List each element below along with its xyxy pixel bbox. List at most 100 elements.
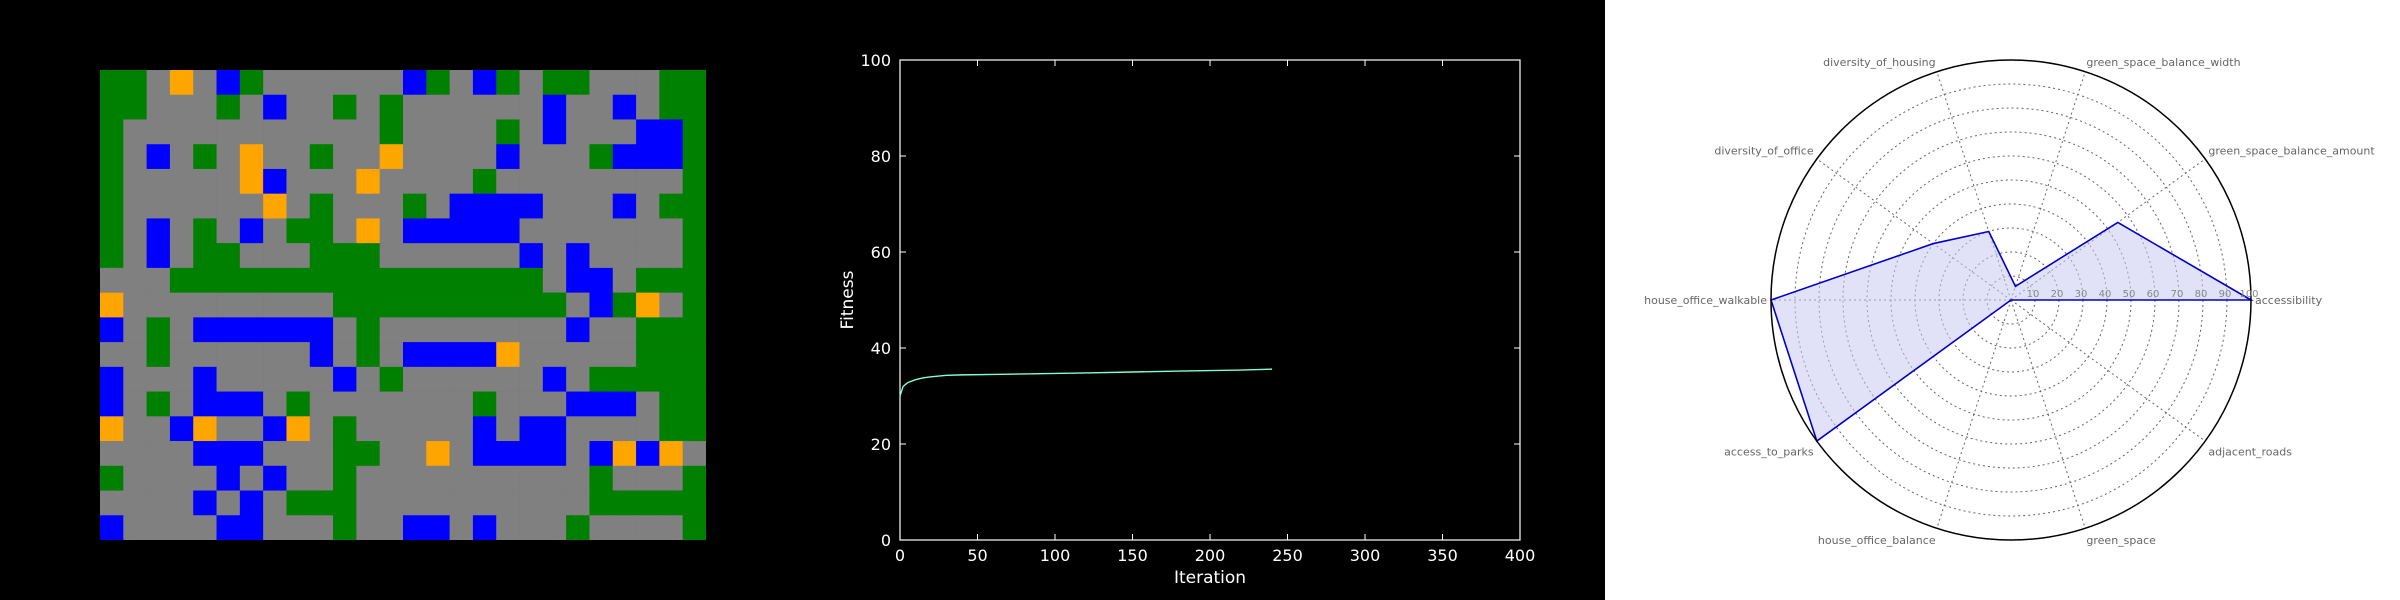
grid-cell — [309, 94, 334, 120]
grid-cell — [379, 465, 404, 491]
grid-cell — [146, 144, 171, 170]
grid-cell — [636, 317, 660, 343]
grid-cell — [449, 267, 474, 293]
grid-cell — [612, 144, 637, 170]
grid-cell — [239, 391, 264, 417]
grid-cell — [682, 441, 706, 467]
grid-cell — [589, 391, 614, 417]
grid-cell — [659, 366, 683, 392]
grid-cell — [472, 292, 497, 318]
grid-cell — [379, 441, 404, 467]
grid-cell — [496, 193, 520, 219]
grid-cell — [426, 119, 450, 145]
grid-cell — [169, 515, 194, 540]
grid-cell — [193, 441, 217, 467]
grid-cell — [403, 366, 427, 392]
grid-cell — [379, 515, 404, 540]
grid-cell — [449, 94, 474, 120]
grid-cell — [286, 267, 311, 293]
grid-cell — [309, 317, 334, 343]
grid-cell — [403, 119, 427, 145]
grid-cell — [286, 292, 311, 318]
grid-cell — [403, 70, 427, 96]
grid-cell — [309, 490, 334, 516]
grid-cell — [333, 317, 357, 343]
grid-cell — [379, 292, 404, 318]
grid-cell — [123, 366, 147, 392]
grid-cell — [123, 94, 147, 120]
grid-cell — [426, 168, 450, 194]
grid-cell — [636, 168, 660, 194]
grid-cell — [193, 168, 217, 194]
grid-cell — [239, 465, 264, 491]
grid-cell — [472, 70, 497, 96]
radial-tick-label: 10 — [2027, 289, 2040, 300]
grid-cell — [239, 267, 264, 293]
grid-cell — [449, 515, 474, 540]
grid-cell — [239, 490, 264, 516]
grid-cell — [216, 515, 241, 540]
grid-cell — [146, 366, 171, 392]
grid-cell — [589, 416, 614, 442]
grid-cell — [636, 94, 660, 120]
grid-cell — [169, 441, 194, 467]
grid-cell — [286, 490, 311, 516]
grid-cell — [612, 416, 637, 442]
radar-axis-label: diversity_of_office — [1714, 145, 1813, 158]
grid-cell — [100, 391, 124, 417]
grid-cell — [566, 267, 590, 293]
grid-cell — [612, 317, 637, 343]
grid-cell — [123, 292, 147, 318]
grid-cell — [403, 193, 427, 219]
grid-cell — [169, 317, 194, 343]
grid-cell — [659, 416, 683, 442]
grid-cell — [286, 391, 311, 417]
grid-cell — [542, 70, 567, 96]
grid-cell — [263, 144, 287, 170]
grid-cell — [682, 144, 706, 170]
grid-cell — [193, 218, 217, 244]
grid-cell — [542, 515, 567, 540]
grid-cell — [239, 243, 264, 269]
grid-cell — [263, 342, 287, 368]
grid-cell — [123, 391, 147, 417]
grid-cell — [100, 317, 124, 343]
grid-cell — [682, 243, 706, 269]
grid-cell — [472, 119, 497, 145]
grid-cell — [566, 391, 590, 417]
grid-cell — [309, 465, 334, 491]
grid-cell — [193, 144, 217, 170]
grid-cell — [636, 416, 660, 442]
grid-cell — [356, 144, 380, 170]
grid-cell — [519, 168, 544, 194]
grid-cell — [589, 144, 614, 170]
grid-cell — [682, 168, 706, 194]
grid-cell — [636, 267, 660, 293]
grid-cell — [100, 515, 124, 540]
grid-cell — [403, 144, 427, 170]
grid-cell — [100, 193, 124, 219]
grid-cell — [519, 366, 544, 392]
grid-cell — [612, 441, 637, 467]
grid-cell — [496, 119, 520, 145]
grid-cell — [193, 267, 217, 293]
grid-cell — [100, 416, 124, 442]
grid-cell — [193, 342, 217, 368]
grid-cell — [472, 441, 497, 467]
grid-cell — [612, 94, 637, 120]
grid-cell — [193, 416, 217, 442]
grid-cell — [286, 168, 311, 194]
grid-cell — [146, 490, 171, 516]
grid-cell — [333, 193, 357, 219]
grid-cell — [612, 218, 637, 244]
grid-cell — [496, 168, 520, 194]
grid-cell — [356, 342, 380, 368]
grid-cell — [216, 267, 241, 293]
grid-cell — [123, 168, 147, 194]
grid-cell — [193, 292, 217, 318]
grid-cell — [589, 292, 614, 318]
grid-cell — [216, 218, 241, 244]
grid-cell — [309, 243, 334, 269]
grid-cell — [426, 193, 450, 219]
